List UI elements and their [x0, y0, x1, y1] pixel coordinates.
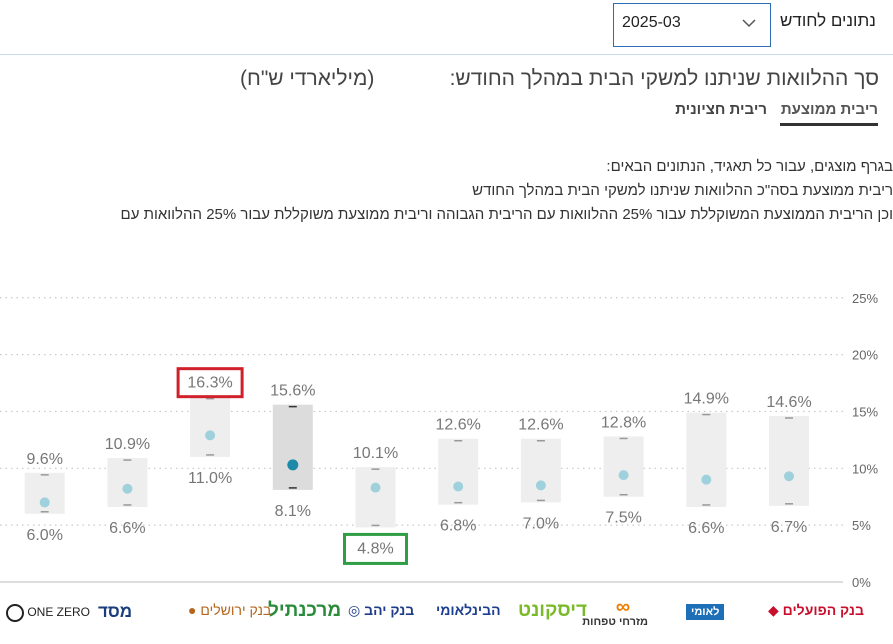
- low-value-label: 6.8%: [440, 518, 476, 535]
- month-select-value: 2025-03: [622, 14, 681, 31]
- y-tick-label: 25%: [852, 291, 878, 306]
- y-tick-label: 0%: [852, 575, 871, 590]
- logo-mizrahi-tefahot: ∞ מזרחי טפחות: [582, 596, 648, 628]
- description-line: ריבית ממוצעת בסה"כ ההלוואות שניתנו למשקי…: [472, 182, 893, 199]
- logo-bank-yahav: בנק יהב ◎: [348, 602, 415, 618]
- logo-mercantile: מרכנתיל: [268, 600, 341, 622]
- average-dot: [122, 483, 133, 494]
- low-value-label: 4.8%: [357, 540, 393, 557]
- range-bar: [438, 438, 479, 505]
- logo-bank-jerusalem: בנק ירושלים ●: [188, 602, 272, 618]
- range-bar: [603, 436, 644, 497]
- high-value-label: 12.6%: [518, 417, 563, 434]
- logo-first-international: הבינלאומי: [436, 602, 501, 618]
- logo-text: הבינלאומי: [436, 602, 501, 618]
- high-value-label: 9.6%: [26, 451, 62, 468]
- high-value-label: 14.6%: [766, 394, 811, 411]
- range-bar: [520, 438, 561, 503]
- average-dot: [535, 480, 546, 491]
- y-tick-label: 5%: [852, 518, 871, 533]
- average-dot: [39, 497, 50, 508]
- high-value-label: 10.1%: [353, 445, 398, 462]
- range-bar: [686, 412, 727, 507]
- average-dot: [370, 482, 381, 493]
- logo-discount: דיסקונט: [518, 600, 587, 622]
- tab-average-rate[interactable]: ריבית ממוצעת: [780, 101, 878, 118]
- low-value-label: 6.6%: [109, 520, 145, 537]
- average-dot: [453, 481, 464, 492]
- month-select[interactable]: 2025-03: [613, 3, 771, 47]
- y-tick-label: 20%: [852, 348, 878, 363]
- average-dot: [205, 430, 216, 441]
- high-value-label: 14.9%: [684, 391, 729, 408]
- low-value-label: 6.0%: [26, 527, 62, 544]
- y-tick-label: 15%: [852, 404, 878, 419]
- logo-text: מרכנתיל: [268, 600, 342, 621]
- average-dot: [701, 474, 712, 485]
- y-tick-label: 10%: [852, 461, 878, 476]
- average-dot: [287, 459, 299, 471]
- low-value-label: 11.0%: [188, 470, 232, 487]
- low-value-label: 6.7%: [771, 519, 807, 536]
- interest-rate-chart: 0% 5% 10% 15% 20% 25% 14.6% 6.7% 14.9% 6.6% 12.8% 7…: [0, 291, 878, 590]
- range-bar: [272, 404, 313, 490]
- average-dot: [618, 470, 629, 481]
- unit-label: (מיליארדי ש"ח): [240, 67, 375, 90]
- low-highlight-box: [343, 532, 408, 565]
- page-title: סך ההלוואות שניתנו למשקי הבית במהלך החוד…: [449, 67, 879, 90]
- logo-bank-hapoalim: בנק הפועלים ◆: [768, 602, 864, 618]
- low-value-label: 7.5%: [605, 510, 641, 527]
- range-bar: [24, 472, 65, 514]
- high-value-label: 10.9%: [105, 436, 150, 453]
- description-line: וכן הריבית הממוצעת המשוקללת עבור 25% ההל…: [120, 206, 893, 223]
- chevron-down-icon: [742, 19, 756, 28]
- high-value-label: 15.6%: [270, 383, 315, 400]
- filter-bar: [0, 0, 893, 55]
- logo-text: דיסקונט: [518, 600, 588, 621]
- logo-text: בנק הפועלים: [782, 602, 864, 618]
- low-value-label: 8.1%: [275, 503, 311, 520]
- logo-text: בנק ירושלים: [200, 602, 272, 618]
- low-value-label: 6.6%: [688, 520, 724, 537]
- active-tab-indicator: [780, 123, 878, 126]
- average-dot: [784, 471, 794, 482]
- range-bar: [190, 396, 231, 457]
- logo-massad: מסד: [98, 602, 132, 622]
- range-bar: [107, 458, 148, 507]
- high-value-label: 12.8%: [601, 414, 646, 431]
- high-highlight-box: [176, 367, 244, 399]
- range-bar: [769, 415, 809, 506]
- logo-leumi: לאומי: [686, 604, 725, 620]
- logo-one-zero: ONE ZERO: [6, 604, 90, 622]
- logo-text: לאומי: [691, 606, 720, 618]
- logo-text: ONE ZERO: [27, 605, 91, 620]
- month-select-label: נתונים לחודש: [780, 11, 876, 30]
- tab-median-rate[interactable]: ריבית חציונית: [675, 101, 767, 118]
- range-bar: [355, 467, 396, 528]
- logo-text: בנק יהב: [364, 602, 415, 618]
- description-line: בגרף מוצגים, עבור כל תאגיד, הנתונים הבאי…: [606, 158, 893, 175]
- low-value-label: 7.0%: [523, 515, 559, 532]
- high-value-label: 16.3%: [187, 375, 232, 392]
- high-value-label: 12.6%: [436, 417, 481, 434]
- logo-text: מסד: [98, 602, 133, 621]
- logo-text: מזרחי טפחות: [582, 616, 648, 628]
